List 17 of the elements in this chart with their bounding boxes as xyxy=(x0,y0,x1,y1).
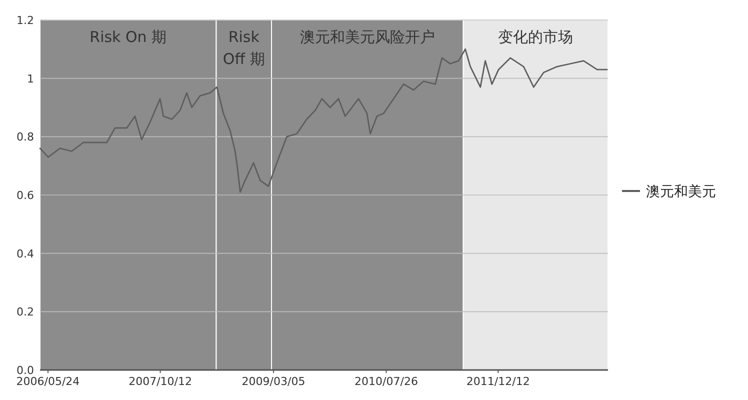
y-tick-label: 1 xyxy=(27,72,34,86)
band-label: Risk On 期 xyxy=(90,28,167,46)
band-label: 澳元和美元风险开户 xyxy=(300,28,435,46)
legend-label: 澳元和美元 xyxy=(646,184,716,200)
y-tick-label: 0.8 xyxy=(16,130,34,144)
y-tick-label: 0.6 xyxy=(16,189,34,202)
x-tick-label: 2011/12/12 xyxy=(466,375,530,388)
y-tick-label: 0.4 xyxy=(16,247,34,260)
x-tick-label: 2006/05/24 xyxy=(16,375,80,388)
x-tick-label: 2010/07/26 xyxy=(354,375,418,388)
band-label: Risk Off 期 xyxy=(222,28,265,68)
y-tick-label: 0.0 xyxy=(16,364,34,377)
x-tick-label: 2009/03/05 xyxy=(242,375,306,388)
x-tick-label: 2007/10/12 xyxy=(128,375,192,388)
y-tick-label: 1.2 xyxy=(16,14,34,27)
band-label: 变化的市场 xyxy=(498,28,574,46)
y-tick-label: 0.2 xyxy=(16,306,34,319)
